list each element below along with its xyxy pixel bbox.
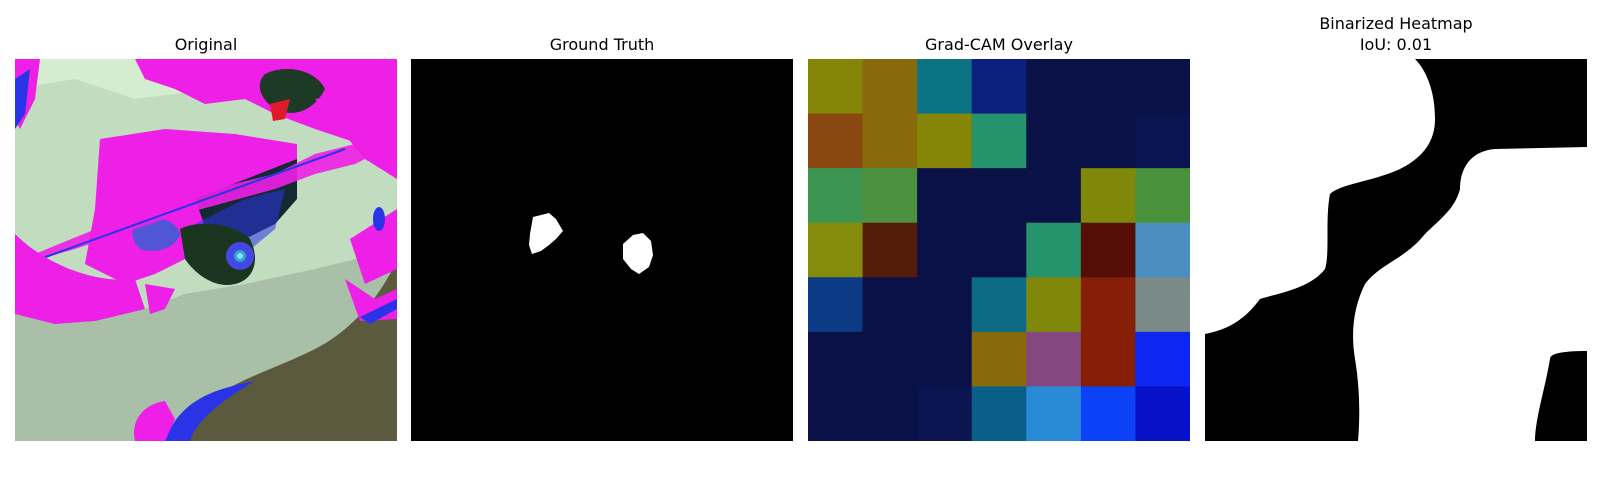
heatmap-cell: [917, 59, 973, 115]
panel-title: Binarized Heatmap: [1319, 14, 1473, 33]
heatmap-cell: [1080, 59, 1136, 115]
panel-binarized-heatmap: Binarized Heatmap IoU: 0.01: [1205, 0, 1587, 441]
heatmap-cell: [1026, 331, 1082, 387]
heatmap-cell: [808, 386, 864, 441]
heatmap-cell: [808, 113, 864, 169]
heatmap-cell: [1135, 277, 1190, 333]
heatmap-cell: [1026, 222, 1082, 278]
heatmap-cell: [1026, 386, 1082, 441]
heatmap-cell: [917, 168, 973, 224]
heatmap-cell: [917, 331, 973, 387]
heatmap-cell: [862, 59, 918, 115]
heatmap-cell: [971, 113, 1027, 169]
heatmap-cell: [1026, 277, 1082, 333]
heatmap-cell: [917, 277, 973, 333]
iou-score: IoU: 0.01: [1359, 35, 1433, 54]
heatmap-cell: [1080, 386, 1136, 441]
panel-title: Original: [174, 35, 238, 54]
heatmap-cell: [917, 386, 973, 441]
heatmap-cell: [862, 168, 918, 224]
heatmap-cell: [1135, 113, 1190, 169]
heatmap-cell: [808, 331, 864, 387]
heatmap-cell: [1135, 59, 1190, 115]
heatmap-cell: [917, 222, 973, 278]
heatmap-cell: [1135, 168, 1190, 224]
heatmap-cell: [1080, 113, 1136, 169]
panel-original: Original: [15, 0, 397, 441]
heatmap-cell: [971, 222, 1027, 278]
panel-ground-truth: Ground Truth: [411, 0, 793, 441]
heatmap-cell: [808, 222, 864, 278]
binarized-heatmap-mask: [1205, 59, 1587, 441]
heatmap-cell: [971, 168, 1027, 224]
panel-title: Ground Truth: [549, 35, 655, 54]
heatmap-cell: [1080, 168, 1136, 224]
ground-truth-mask: [411, 59, 793, 441]
heatmap-cell: [917, 113, 973, 169]
heatmap-cell: [1135, 222, 1190, 278]
heatmap-cell: [862, 331, 918, 387]
heatmap-cell: [862, 222, 918, 278]
heatmap-cell: [1135, 386, 1190, 441]
gradcam-heatmap: [808, 59, 1190, 441]
heatmap-cell: [808, 277, 864, 333]
heatmap-cell: [808, 168, 864, 224]
heatmap-cell: [1135, 331, 1190, 387]
original-image: [15, 59, 397, 441]
heatmap-cell: [971, 277, 1027, 333]
heatmap-cell: [971, 331, 1027, 387]
heatmap-cell: [1080, 277, 1136, 333]
heatmap-cell: [1080, 331, 1136, 387]
panel-gradcam-overlay: Grad-CAM Overlay: [808, 0, 1190, 441]
heatmap-cell: [1080, 222, 1136, 278]
heatmap-cell: [862, 386, 918, 441]
heatmap-cell: [971, 386, 1027, 441]
heatmap-cell: [1026, 168, 1082, 224]
panel-title: Grad-CAM Overlay: [925, 35, 1073, 54]
heatmap-cell: [971, 59, 1027, 115]
heatmap-cell: [862, 277, 918, 333]
heatmap-cell: [862, 113, 918, 169]
heatmap-cell: [1026, 59, 1082, 115]
heatmap-cell: [808, 59, 864, 115]
heatmap-cell: [1026, 113, 1082, 169]
